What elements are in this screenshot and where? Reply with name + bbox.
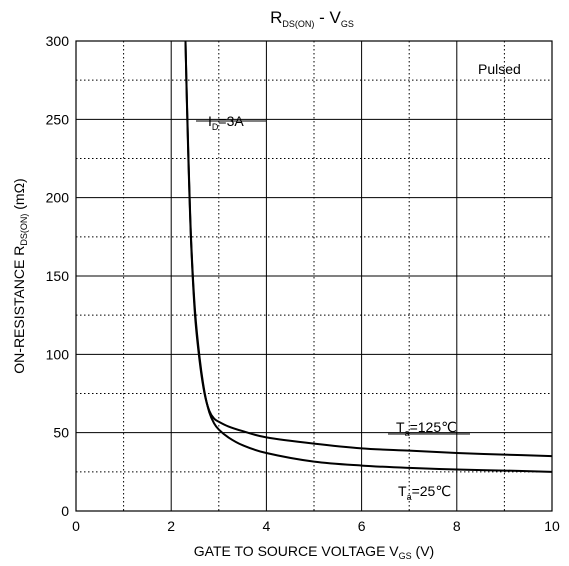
y-tick-label: 100 [46,346,70,362]
x-tick-labels: 0 2 4 6 8 10 [72,518,560,534]
y-tick-label: 50 [53,425,69,441]
y-axis-label: ON-RESISTANCE RDS(ON) (mΩ) [11,178,29,373]
x-tick-label: 10 [544,518,560,534]
grid-lines [76,41,552,511]
pulsed-label: Pulsed [478,61,521,77]
id-annotation: ID=3A [208,113,244,132]
chart-title: RDS(ON) - VGS [270,8,354,29]
plot-frame [75,40,553,512]
x-axis-label: GATE TO SOURCE VOLTAGE VGS (V) [194,543,434,561]
t25-annotation: Ta=25℃ [398,483,451,502]
x-tick-label: 0 [72,518,80,534]
y-tick-label: 200 [46,190,70,206]
series-curves [184,41,552,473]
x-tick-label: 8 [453,518,461,534]
x-tick-label: 2 [167,518,175,534]
y-tick-label: 150 [46,268,70,284]
series-line-25c [184,41,552,473]
x-tick-label: 4 [263,518,271,534]
x-tick-label: 6 [358,518,366,534]
y-tick-label: 300 [46,33,70,49]
y-tick-label: 0 [61,503,69,519]
y-tick-label: 250 [46,111,70,127]
t125-annotation: Ta=125℃ [396,419,457,438]
y-tick-labels: 0 50 100 150 200 250 300 [46,33,70,519]
